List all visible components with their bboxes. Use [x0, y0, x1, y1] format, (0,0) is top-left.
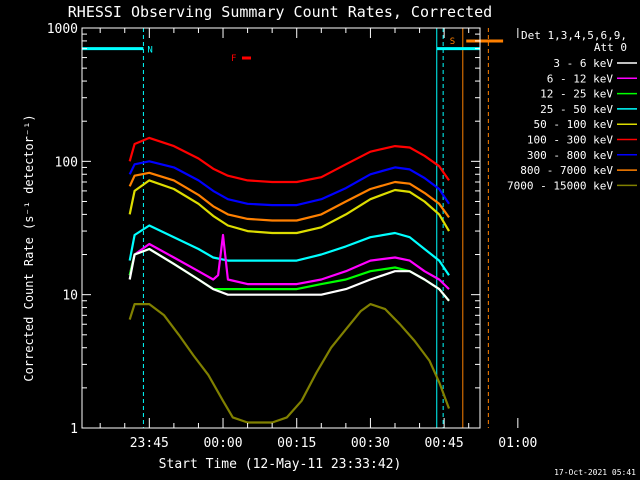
series-line [128, 160, 450, 207]
legend-label: 3 - 6 keV [553, 57, 613, 70]
plot-area: N F S 1 10 100 1000 23:45 00:00 00:15 00:30 00:45 01… [47, 22, 538, 451]
legend: Det 1,3,4,5,6,9,Att 0 3 - 6 keV 6 - 12 keV… [507, 29, 637, 192]
series-line [128, 233, 450, 290]
series-line [128, 136, 450, 184]
x-axis-label: Start Time (12-May-11 23:33:42) [159, 457, 402, 472]
y-axis-label: Corrected Count Rate (s⁻¹ detector⁻¹) [22, 114, 36, 381]
legend-header: Att 0 [594, 41, 627, 54]
footer-date: 17-Oct-2021 05:41 [554, 468, 636, 477]
flag-label: S [450, 37, 455, 47]
series-line [128, 171, 450, 222]
legend-label: 6 - 12 keV [547, 72, 614, 85]
y-tick-label: 1 [70, 422, 78, 437]
y-tick-label: 1000 [47, 22, 78, 37]
legend-label: 7000 - 15000 keV [507, 179, 613, 192]
legend-label: 300 - 800 keV [527, 149, 613, 162]
legend-label: 50 - 100 keV [534, 118, 614, 131]
x-tick-label: 00:45 [425, 436, 464, 451]
series-line [128, 224, 450, 276]
legend-label: 12 - 25 keV [540, 88, 613, 101]
legend-label: 100 - 300 keV [527, 134, 613, 147]
series-line [128, 247, 450, 302]
chart-title: RHESSI Observing Summary Count Rates, Co… [68, 3, 492, 21]
x-tick-label: 00:15 [277, 436, 316, 451]
series-line [128, 179, 450, 235]
x-tick-label: 00:00 [203, 436, 242, 451]
x-tick-label: 23:45 [130, 436, 169, 451]
y-axis-label-text: Corrected Count Rate (s⁻¹ detector⁻¹) [22, 114, 36, 381]
legend-label: 800 - 7000 keV [520, 164, 613, 177]
plot-frame [81, 27, 481, 429]
flag-label: F [231, 54, 236, 64]
y-tick-label: 10 [62, 289, 78, 304]
series-line [128, 303, 451, 424]
legend-header: Det 1,3,4,5,6,9, [521, 29, 627, 42]
x-tick-label: 01:00 [498, 436, 537, 451]
series-line [128, 247, 450, 302]
flag-label: N [147, 46, 152, 56]
y-tick-label: 100 [55, 155, 78, 170]
x-tick-label: 00:30 [351, 436, 390, 451]
legend-label: 25 - 50 keV [540, 103, 613, 116]
